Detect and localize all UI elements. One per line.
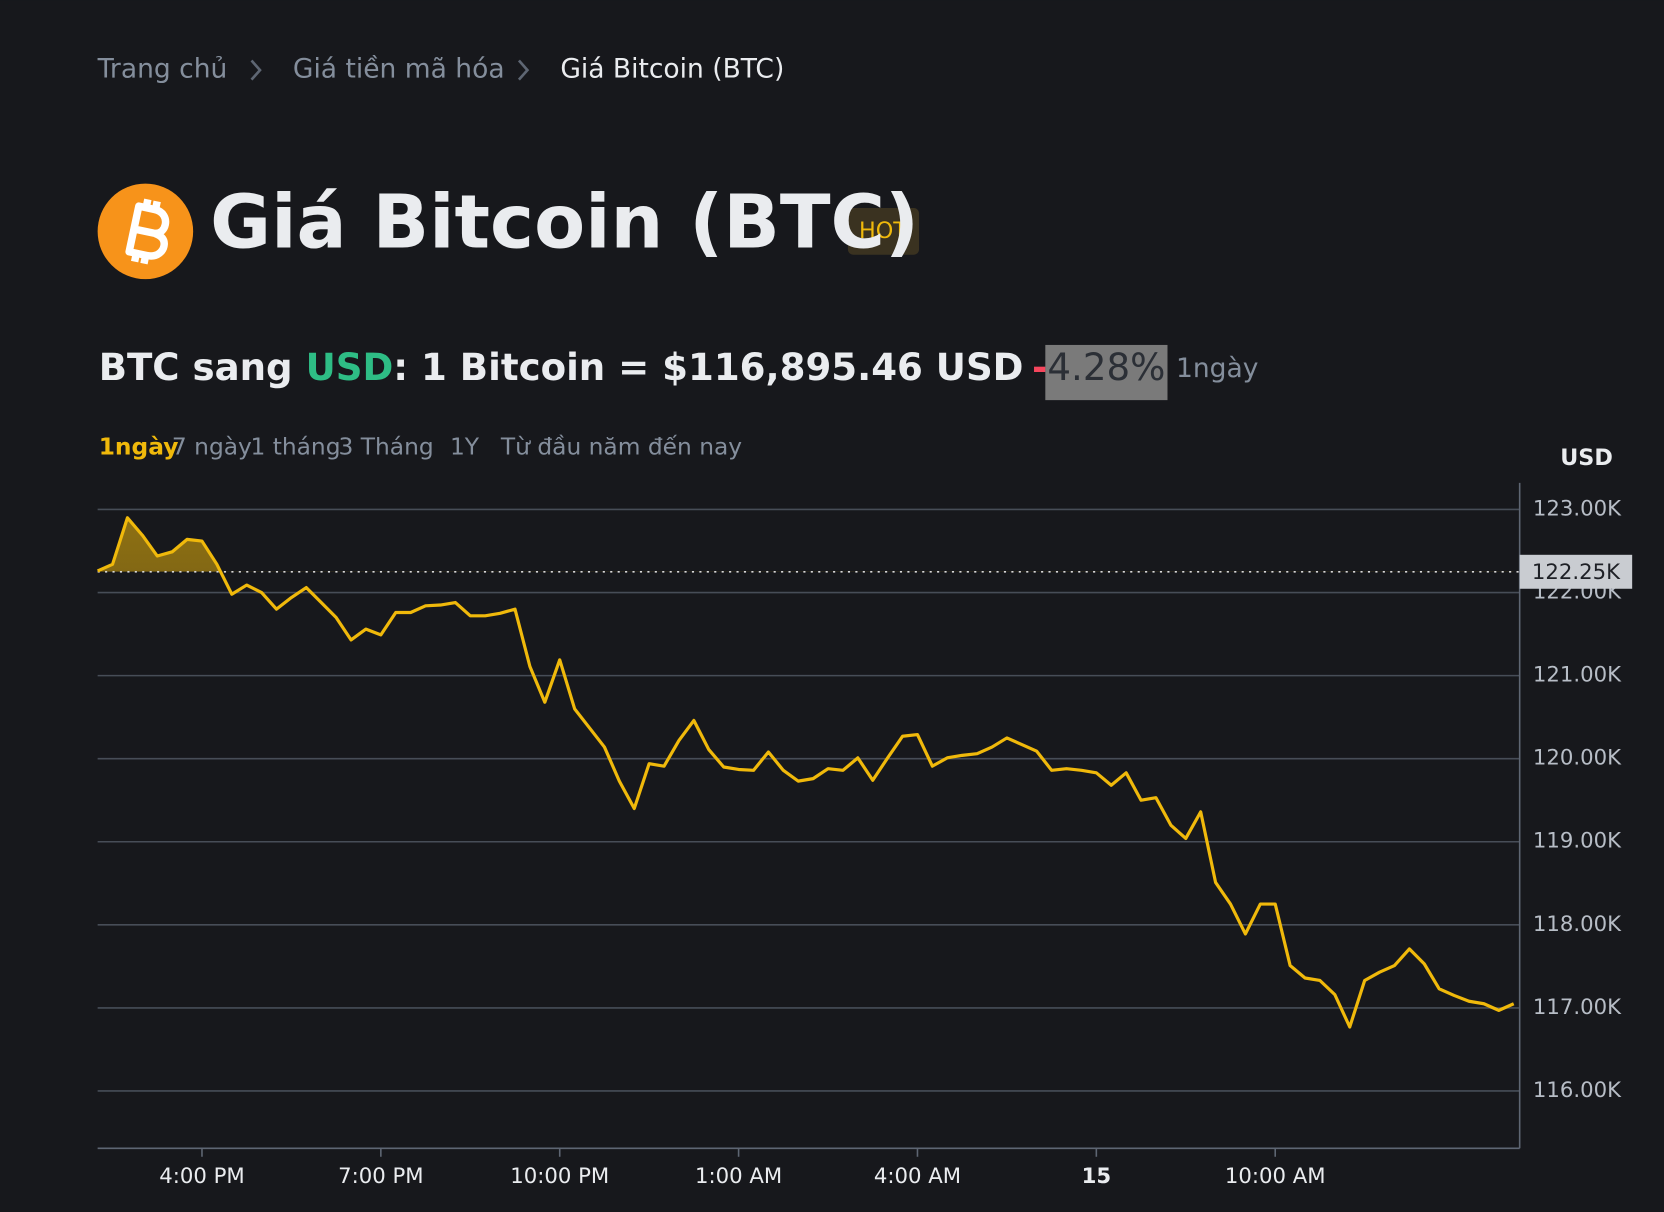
range-tab[interactable]: 1Y [450, 432, 480, 460]
range-tab[interactable]: 3 Tháng [339, 432, 434, 460]
y-tick-label: 120.00K [1533, 746, 1622, 771]
chevron [250, 59, 262, 81]
price-rate: : 1 Bitcoin = $116,895.46 USD [393, 346, 1023, 389]
price-period: 1ngày [1176, 353, 1258, 384]
x-tick-label: 7:00 PM [338, 1164, 424, 1189]
range-tab[interactable]: Từ đầu năm đến nay [500, 432, 742, 460]
reference-label: 122.25K [1532, 560, 1621, 585]
y-tick-label: 118.00K [1533, 912, 1622, 937]
breadcrumb-item[interactable]: Giá tiền mã hóa [293, 54, 505, 85]
y-tick-label: 119.00K [1533, 829, 1622, 854]
range-tab[interactable]: 7 ngày [172, 432, 252, 460]
y-tick-label: 117.00K [1533, 995, 1622, 1020]
y-tick-label: 121.00K [1533, 663, 1622, 688]
btc-logo [97, 183, 194, 280]
price-change-sign: - [1032, 346, 1047, 389]
x-tick-label: 10:00 PM [510, 1164, 609, 1189]
y-tick-label: 123.00K [1533, 496, 1622, 521]
logo-glyph [125, 198, 170, 265]
price-pair-from: BTC sang [99, 346, 306, 389]
badge-bg [847, 208, 920, 255]
hot-badge: HOT [859, 218, 907, 244]
reference-label-bg [1519, 554, 1633, 589]
price-change: 4.28% [1047, 346, 1165, 389]
x-tick-label: 10:00 AM [1225, 1164, 1326, 1189]
area-above-open [97, 517, 221, 572]
x-tick-label: 15 [1082, 1164, 1112, 1189]
x-tick-label: 4:00 AM [874, 1164, 961, 1189]
change-highlight [1045, 344, 1168, 401]
price-currency: USD [306, 346, 394, 389]
price-line [96, 516, 1515, 1029]
chevron [517, 59, 530, 81]
breadcrumb-item: Giá Bitcoin (BTC) [560, 54, 784, 85]
y-tick-label: 116.00K [1533, 1078, 1622, 1103]
page-title: Giá Bitcoin (BTC) [210, 179, 919, 266]
range-tab[interactable]: 1 tháng [250, 432, 340, 460]
breadcrumb-item[interactable]: Trang chủ [97, 54, 228, 85]
range-tab[interactable]: 1ngày [99, 432, 179, 460]
x-tick-label: 1:00 AM [695, 1164, 782, 1189]
axis-unit: USD [1560, 445, 1613, 471]
x-tick-label: 4:00 PM [159, 1164, 245, 1189]
